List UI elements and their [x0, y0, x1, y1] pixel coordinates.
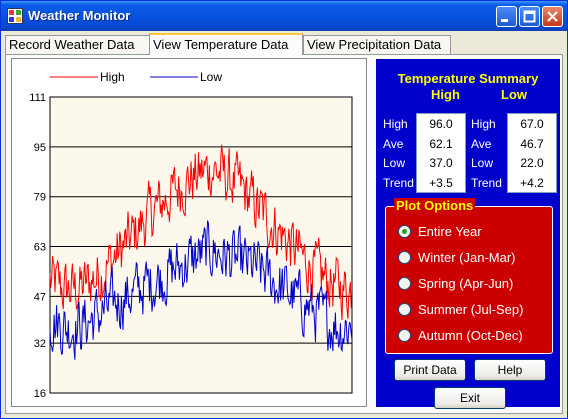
window-title: Weather Monitor	[28, 8, 131, 23]
radio-button-icon[interactable]	[398, 277, 411, 290]
maximize-icon	[523, 10, 536, 23]
radio-button-icon[interactable]	[398, 225, 411, 238]
summary-row-label: Low	[383, 156, 406, 170]
series-line-high	[49, 144, 353, 321]
tab-record-weather-data[interactable]: Record Weather Data	[5, 35, 150, 54]
y-tick-label: 32	[34, 338, 46, 350]
summary-row-label: Ave	[471, 137, 492, 151]
radio-label[interactable]: Winter (Jan-Mar)	[418, 250, 516, 265]
plot-options-group: Plot Options Entire Year Winter (Jan-Mar…	[385, 198, 553, 354]
series-line-low	[49, 220, 353, 360]
summary-low-trend: +4.2	[520, 176, 544, 190]
summary-title: Temperature Summary	[397, 71, 539, 86]
summary-low-ave: 46.7	[520, 137, 544, 151]
close-button[interactable]	[542, 6, 563, 27]
summary-low-header: Low	[501, 87, 527, 102]
radio-button-icon[interactable]	[398, 329, 411, 342]
summary-row-label: High	[471, 117, 496, 131]
radio-button-icon[interactable]	[398, 303, 411, 316]
radio-label[interactable]: Autumn (Oct-Dec)	[418, 328, 523, 343]
summary-row-label: Trend	[471, 176, 502, 190]
summary-high-min: 37.0	[429, 156, 453, 170]
temperature-chart: High Low 111 95 79 63 47 32 16	[11, 58, 367, 407]
summary-high-values: 96.0 62.1 37.0 +3.5	[416, 113, 466, 193]
exit-button[interactable]: Exit	[434, 387, 506, 409]
y-tick-label: 111	[29, 92, 46, 104]
tab-view-temperature-data[interactable]: View Temperature Data	[149, 33, 303, 55]
summary-row-label: Low	[471, 156, 494, 170]
minimize-icon	[501, 19, 508, 22]
summary-row-label: High	[383, 117, 408, 131]
summary-high-trend: +3.5	[429, 176, 453, 190]
maximize-button[interactable]	[519, 6, 540, 27]
app-icon	[7, 8, 23, 24]
legend-high-label: High	[100, 70, 125, 84]
help-button[interactable]: Help	[474, 359, 546, 381]
plot-options-title: Plot Options	[394, 198, 476, 213]
summary-high-header: High	[431, 87, 460, 102]
summary-high-max: 96.0	[429, 117, 453, 131]
tab-view-precipitation-data[interactable]: View Precipitation Data	[303, 35, 451, 54]
radio-label[interactable]: Entire Year	[418, 224, 482, 239]
radio-label[interactable]: Summer (Jul-Sep)	[418, 302, 524, 317]
summary-high-ave: 62.1	[429, 137, 453, 151]
y-tick-label: 63	[34, 242, 46, 254]
summary-low-min: 22.0	[520, 156, 544, 170]
print-data-button[interactable]: Print Data	[394, 359, 466, 381]
y-tick-label: 79	[34, 192, 46, 204]
summary-low-max: 67.0	[520, 117, 544, 131]
y-tick-label: 95	[34, 142, 46, 154]
minimize-button[interactable]	[496, 6, 517, 27]
summary-row-label: Trend	[383, 176, 414, 190]
y-axis-ticks: 111 95 79 63 47 32 16	[29, 92, 46, 400]
radio-selected-dot	[402, 229, 407, 234]
title-bar[interactable]: Weather Monitor	[1, 1, 567, 31]
legend-low-label: Low	[200, 70, 222, 84]
y-tick-label: 47	[34, 291, 46, 303]
summary-low-values: 67.0 46.7 22.0 +4.2	[507, 113, 557, 193]
radio-button-icon[interactable]	[398, 251, 411, 264]
radio-label[interactable]: Spring (Apr-Jun)	[418, 276, 514, 291]
close-icon	[547, 11, 558, 22]
temperature-chart-svg: High Low 111 95 79 63 47 32 16	[29, 70, 353, 400]
y-tick-label: 16	[34, 388, 46, 400]
summary-row-label: Ave	[383, 137, 404, 151]
series-lines	[49, 144, 353, 360]
